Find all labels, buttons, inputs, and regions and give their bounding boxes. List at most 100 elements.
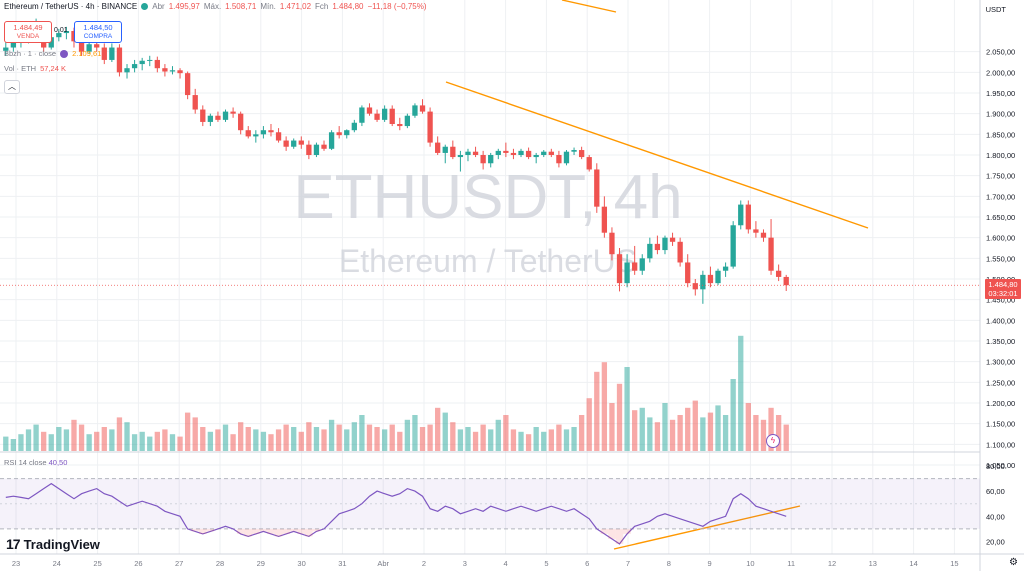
buy-price: 1.484,50 bbox=[83, 23, 113, 32]
price-tick-label: 1.600,00 bbox=[986, 234, 1015, 243]
volume-bar bbox=[775, 415, 782, 451]
volume-bar bbox=[389, 424, 395, 451]
bb-value: 2.109,61 bbox=[72, 49, 102, 58]
price-tick-label: 1.950,00 bbox=[986, 89, 1015, 98]
volume-bar bbox=[177, 436, 183, 451]
time-tick-label: 14 bbox=[909, 559, 917, 568]
candle-body bbox=[586, 157, 592, 170]
collapse-legend-button[interactable]: ︿ bbox=[4, 80, 20, 94]
volume-bar bbox=[594, 371, 600, 451]
symbol-title[interactable]: Ethereum / TetherUS · 4h · BINANCE bbox=[4, 2, 138, 11]
volume-bar bbox=[336, 424, 342, 451]
sell-button[interactable]: 1.484,49 VENDA bbox=[4, 21, 52, 43]
price-tick-label: 2.000,00 bbox=[986, 68, 1015, 77]
time-tick-label: 15 bbox=[950, 559, 958, 568]
candle-body bbox=[730, 225, 736, 267]
rsi-oversold-fill bbox=[623, 528, 631, 534]
rsi-tick-label: 60,00 bbox=[986, 487, 1005, 496]
rsi-oversold-fill bbox=[199, 528, 207, 534]
bb-indicator-legend[interactable]: Bbzh · 1 · close 2.109,61 bbox=[4, 49, 101, 58]
sell-price: 1.484,49 bbox=[13, 23, 43, 32]
rsi-tick-label: 20,00 bbox=[986, 537, 1005, 546]
open-label: Abr bbox=[152, 2, 165, 11]
symbol-header: Ethereum / TetherUS · 4h · BINANCE Abr 1… bbox=[4, 2, 427, 11]
candle-body bbox=[442, 146, 448, 153]
tradingview-logo[interactable]: 17 TradingView bbox=[6, 536, 100, 552]
watermark-name: Ethereum / TetherUS bbox=[339, 243, 637, 279]
candle-body bbox=[109, 47, 115, 60]
candle-body bbox=[283, 140, 289, 147]
volume-legend[interactable]: Vol · ETH 57,24 K bbox=[4, 64, 66, 73]
volume-bar bbox=[525, 434, 532, 451]
gear-icon[interactable]: ⚙ bbox=[1009, 557, 1018, 568]
volume-bar bbox=[654, 422, 661, 451]
volume-bar bbox=[397, 431, 403, 451]
rsi-oversold-fill bbox=[259, 528, 268, 532]
rsi-oversold-fill bbox=[608, 528, 616, 539]
price-tick-label: 1.750,00 bbox=[986, 172, 1015, 181]
volume-bar bbox=[131, 434, 138, 451]
last-price-value: 1.484,80 bbox=[988, 280, 1018, 290]
rsi-legend[interactable]: RSI 14 close 40,50 bbox=[4, 458, 67, 467]
price-tick-label: 2.050,00 bbox=[986, 48, 1015, 57]
volume-bar bbox=[503, 415, 509, 451]
volume-bar bbox=[601, 362, 608, 451]
volume-bar bbox=[586, 398, 592, 451]
watermark-ticker: ETHUSDT, 4h bbox=[293, 163, 682, 232]
candle-body bbox=[131, 64, 138, 69]
price-tick-label: 1.050,00 bbox=[986, 461, 1015, 470]
volume-bar bbox=[609, 403, 615, 451]
candle-body bbox=[556, 155, 562, 164]
price-tick-label: 1.450,00 bbox=[986, 296, 1015, 305]
volume-bar bbox=[548, 429, 554, 451]
rsi-oversold-fill bbox=[267, 528, 275, 534]
volume-bar bbox=[25, 429, 32, 451]
volume-bar bbox=[351, 422, 357, 451]
currency-label[interactable]: USDT bbox=[985, 5, 1006, 14]
candle-body bbox=[397, 124, 403, 127]
eye-icon[interactable] bbox=[60, 49, 69, 58]
volume-bar bbox=[518, 431, 524, 451]
time-tick-label: 31 bbox=[338, 559, 346, 568]
volume-bar bbox=[162, 429, 168, 451]
volume-bar bbox=[495, 419, 501, 451]
candle-body bbox=[707, 274, 714, 284]
candle-body bbox=[571, 150, 577, 152]
time-tick-label: 24 bbox=[53, 559, 61, 568]
buy-button[interactable]: 1.484,50 COMPRA bbox=[74, 21, 122, 43]
candle-body bbox=[427, 111, 433, 143]
candle-body bbox=[10, 42, 17, 48]
candle-body bbox=[260, 130, 267, 135]
time-tick-label: 2 bbox=[422, 559, 426, 568]
lightning-icon[interactable]: ϟ bbox=[766, 434, 780, 448]
candle-body bbox=[700, 274, 706, 290]
volume-bar bbox=[685, 407, 691, 451]
volume-bar bbox=[344, 429, 350, 451]
time-tick-label: 27 bbox=[175, 559, 183, 568]
candle-body bbox=[366, 107, 373, 114]
candle-body bbox=[435, 142, 441, 153]
volume-bar bbox=[450, 422, 456, 451]
volume-bar bbox=[783, 424, 789, 451]
volume-bar bbox=[109, 429, 115, 451]
time-tick-label: 23 bbox=[12, 559, 20, 568]
candle-body bbox=[192, 95, 198, 110]
candle-body bbox=[624, 262, 630, 284]
time-tick-label: 13 bbox=[869, 559, 877, 568]
volume-value: 57,24 K bbox=[40, 64, 66, 73]
volume-bar bbox=[154, 431, 160, 451]
candle-body bbox=[336, 132, 342, 136]
candle-body bbox=[480, 155, 486, 164]
rsi-oversold-fill bbox=[191, 528, 199, 532]
volume-bar bbox=[275, 429, 282, 451]
close-label: Fch bbox=[315, 2, 329, 11]
market-status-icon bbox=[141, 3, 149, 10]
time-tick-label: 8 bbox=[667, 559, 671, 568]
candle-body bbox=[465, 151, 471, 155]
candle-body bbox=[139, 60, 145, 65]
rsi-oversold-fill bbox=[206, 528, 215, 532]
volume-bar bbox=[692, 400, 698, 451]
time-tick-label: 5 bbox=[544, 559, 548, 568]
candle-body bbox=[775, 270, 782, 277]
